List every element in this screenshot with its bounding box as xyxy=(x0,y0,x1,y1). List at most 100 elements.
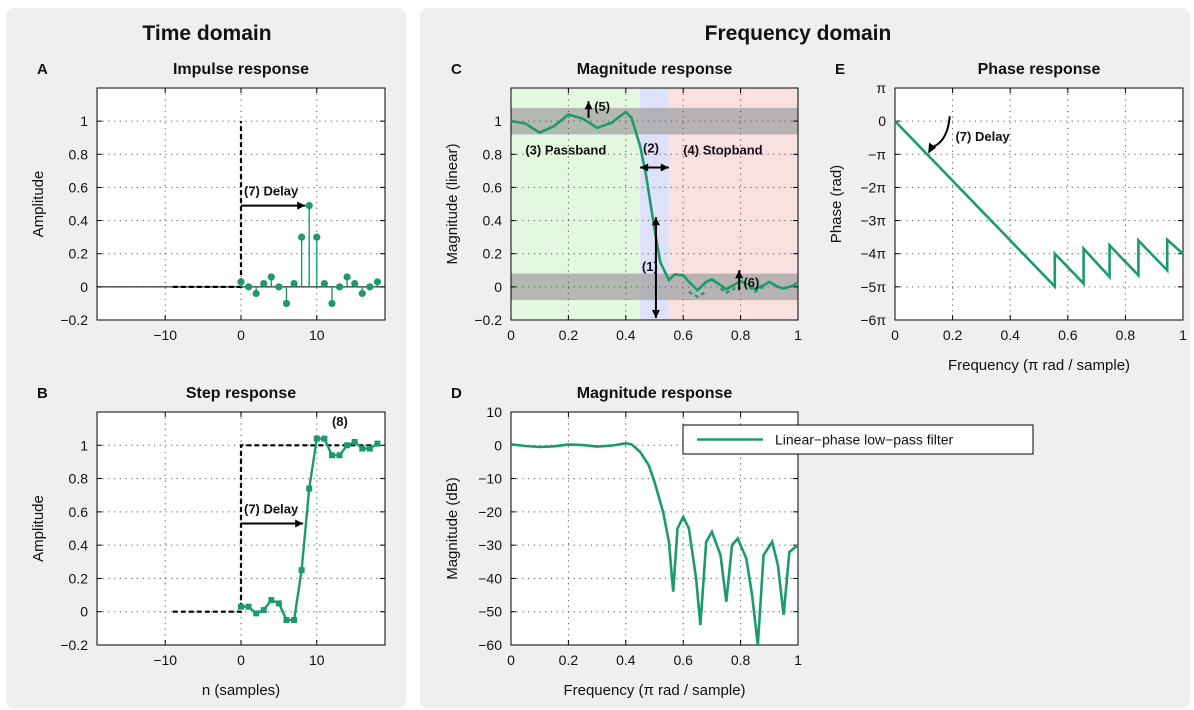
impulse-point xyxy=(320,279,328,288)
step-point xyxy=(283,617,290,624)
impulse-point xyxy=(275,283,283,291)
arrow-2-head xyxy=(660,163,669,172)
negative-lobe xyxy=(748,285,765,294)
step-point xyxy=(238,603,244,610)
y-tick-label: −2π xyxy=(860,179,886,195)
y-tick-label: 1 xyxy=(80,437,88,453)
y-tick-label: 0.8 xyxy=(483,146,503,162)
delay-curve-head xyxy=(928,142,937,154)
frequency-domain-title: Frequency domain xyxy=(705,22,892,45)
x-tick-label: 0.6 xyxy=(673,327,693,343)
y-tick-label: 0 xyxy=(878,113,886,129)
impulse-point xyxy=(313,233,321,241)
y-tick-label: −40 xyxy=(478,570,502,586)
axes-frame xyxy=(510,87,799,321)
step-point xyxy=(313,435,320,442)
panel-letter: B xyxy=(37,385,48,402)
x-tick-label: −10 xyxy=(153,652,177,668)
step-point xyxy=(275,600,282,607)
x-tick-label: 0.4 xyxy=(616,327,636,343)
negative-lobe xyxy=(688,290,707,299)
x-tick-label: 1 xyxy=(794,327,802,343)
panel-title: Magnitude response xyxy=(577,385,733,402)
y-tick-label: 0.8 xyxy=(69,146,89,162)
x-tick-label: 0.6 xyxy=(1058,327,1078,343)
impulse-point xyxy=(358,289,366,298)
y-tick-label: 0.2 xyxy=(483,246,503,262)
delay-label: (7) Delay xyxy=(244,502,299,517)
y-tick-label: 0.8 xyxy=(69,471,89,487)
step-point xyxy=(321,435,328,442)
y-tick-label: −20 xyxy=(478,504,502,520)
x-tick-label: 0.2 xyxy=(943,327,963,343)
x-tick-label: 0.8 xyxy=(731,652,751,668)
delay-label: (7) Delay xyxy=(244,184,299,199)
impulse-point xyxy=(252,289,260,298)
impulse-point xyxy=(267,273,275,281)
reference-impulse xyxy=(172,121,243,288)
x-axis-label: n (samples) xyxy=(202,682,280,699)
step-point xyxy=(306,485,313,492)
impulse-point xyxy=(335,283,344,291)
y-tick-label: −0.2 xyxy=(60,312,88,328)
y-tick-label: −6π xyxy=(860,312,886,328)
panel-d: 0 0.2 0.4 0.6 0.8 1 −60 −50 −40 −30 −20 −10 0 10 Magni… xyxy=(444,385,1034,699)
y-tick-label: −4π xyxy=(860,246,886,262)
x-tick-label: 0 xyxy=(507,327,515,343)
axes-frame xyxy=(510,411,799,646)
panel-title: Impulse response xyxy=(173,61,309,78)
arrow-5-head xyxy=(584,101,593,110)
panel-letter: D xyxy=(451,385,462,402)
x-axis-label: Frequency (π rad / sample) xyxy=(948,357,1130,374)
impulse-point xyxy=(366,283,374,291)
time-domain-title: Time domain xyxy=(142,22,271,45)
arrow-2-head-start xyxy=(640,163,649,172)
impulse-point xyxy=(328,299,336,308)
x-tick-label: 0 xyxy=(891,327,899,343)
legend-label: Linear−phase low−pass filter xyxy=(775,432,954,448)
step-point xyxy=(245,603,252,610)
impulse-point xyxy=(298,233,306,241)
step-point xyxy=(291,617,298,624)
y-tick-label: −5π xyxy=(860,279,886,295)
step-point xyxy=(328,452,335,459)
x-tick-label: 0.2 xyxy=(559,652,579,668)
panel-b: −10 0 10 −0.2 0 0.2 0.4 0.6 0.8 1 Step response Bn … xyxy=(30,385,386,699)
magnitude-db-line xyxy=(511,441,798,645)
annotation-6: (6) xyxy=(743,275,759,290)
x-tick-label: 0.4 xyxy=(616,652,636,668)
y-tick-label: 0.4 xyxy=(69,537,89,553)
x-tick-label: 0 xyxy=(507,652,515,668)
step-point xyxy=(253,610,260,617)
panel-letter: E xyxy=(835,61,845,78)
annotation-2: (2) xyxy=(643,141,659,156)
annotation-3: (3) Passband xyxy=(525,142,606,157)
impulse-point xyxy=(237,278,245,286)
impulse-point xyxy=(351,279,359,288)
step-point xyxy=(359,445,366,452)
x-tick-label: 1 xyxy=(794,652,802,668)
step-point xyxy=(260,607,267,614)
panel-c: 0 0.2 0.4 0.6 0.8 1 −0.2 0 0.2 0.4 0.6 0.8 1 Magnitud… xyxy=(444,61,802,343)
y-tick-label: 1 xyxy=(494,113,502,129)
y-tick-label: 0 xyxy=(80,604,88,620)
y-axis-label: Magnitude (linear) xyxy=(444,144,461,265)
step-point xyxy=(298,567,305,574)
y-tick-label: −3π xyxy=(860,213,886,229)
y-tick-label: 0.6 xyxy=(69,179,89,195)
step-point xyxy=(366,445,373,452)
impulse-point xyxy=(305,202,313,210)
y-tick-label: −0.2 xyxy=(60,637,88,653)
panel-title: Phase response xyxy=(978,61,1101,78)
impulse-point xyxy=(373,278,382,286)
panel-title: Step response xyxy=(186,385,296,402)
arrow-6-head xyxy=(735,270,744,279)
y-tick-label: 10 xyxy=(486,404,502,420)
negative-lobe xyxy=(719,287,736,294)
x-tick-label: 10 xyxy=(309,327,325,343)
axes-frame xyxy=(894,87,1184,321)
step-point xyxy=(344,442,351,449)
y-tick-label: 0.6 xyxy=(483,179,503,195)
delay-label: (7) Delay xyxy=(955,129,1010,144)
